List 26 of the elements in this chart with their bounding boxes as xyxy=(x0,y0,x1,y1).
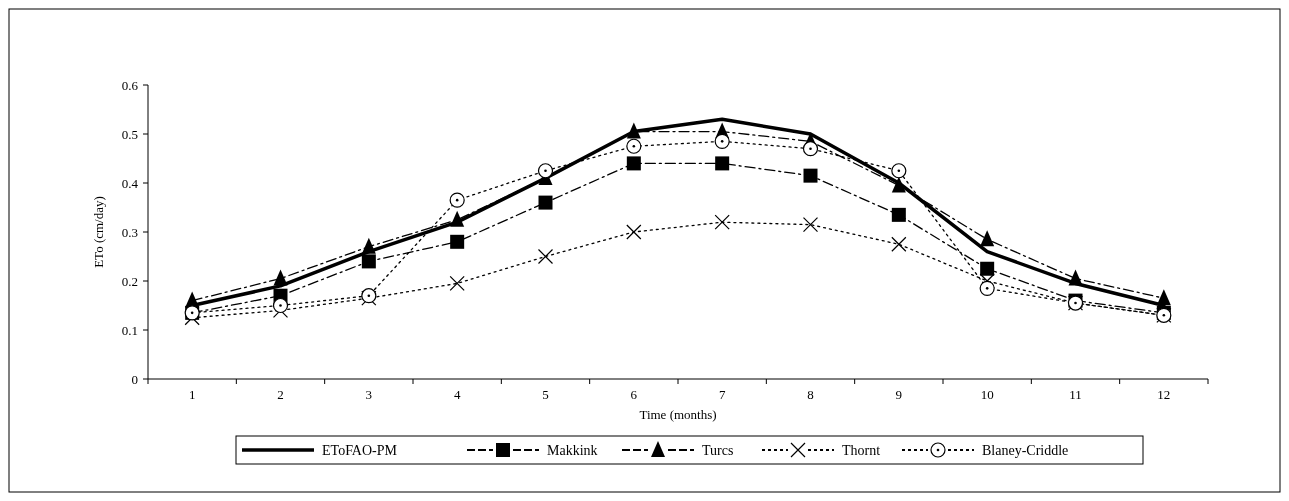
y-tick-label: 0.1 xyxy=(121,322,138,338)
x-tick-label: 9 xyxy=(895,387,903,402)
x-tick-label: 3 xyxy=(365,387,373,402)
y-tick-label: 0.4 xyxy=(121,175,139,191)
legend-label: Turcs xyxy=(702,442,734,458)
x-tick-label: 2 xyxy=(277,387,284,402)
legend-label: Blaney-Criddle xyxy=(982,442,1069,458)
y-tick-label: 0 xyxy=(131,371,138,387)
x-tick-label: 6 xyxy=(630,387,638,402)
text: EToFAO-PM xyxy=(322,442,398,458)
legend-label: Makkink xyxy=(547,442,598,458)
x-tick-label: 5 xyxy=(542,387,549,402)
y-axis-title: ETo (cm/day) xyxy=(91,196,106,268)
x-tick-label: 4 xyxy=(453,387,461,402)
y-tick-label: 0.5 xyxy=(121,126,138,142)
x-tick-label: 7 xyxy=(718,387,726,402)
x-tick-label: 1 xyxy=(188,387,196,402)
x-tick-label: 12 xyxy=(1157,387,1171,402)
x-axis-title: Time (months) xyxy=(639,407,717,422)
x-tick-label: 10 xyxy=(980,387,994,402)
x-tick-label: 8 xyxy=(807,387,814,402)
y-tick-label: 0.3 xyxy=(121,224,138,240)
legend-label: Thornt xyxy=(842,442,881,458)
y-tick-label: 0.6 xyxy=(121,77,139,93)
x-tick-label: 11 xyxy=(1069,387,1082,402)
y-tick-label: 0.2 xyxy=(121,273,138,289)
